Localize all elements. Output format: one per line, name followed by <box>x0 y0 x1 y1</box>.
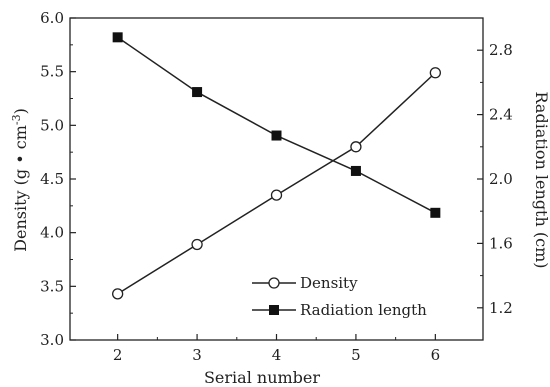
y-left-tick-label: 4.0 <box>40 224 64 242</box>
legend: Density Radiation length <box>252 274 427 319</box>
x-tick-label: 2 <box>113 346 123 364</box>
radiation-length-point <box>192 87 203 98</box>
axes: 2 3 4 5 6 3.0 3.5 4.0 4.5 5.0 5.5 6.0 1.2 1.6 2.0 2.4 2.… <box>40 9 513 364</box>
y-axis-left-title-sup: -3 <box>10 114 23 125</box>
y-left-tick-label: 3.0 <box>40 331 64 349</box>
x-tick-label: 3 <box>192 346 202 364</box>
y-axis-left-title-prefix: Density (g • cm <box>11 125 30 252</box>
y-right-tick-label: 2.0 <box>489 170 513 188</box>
radiation-length-point <box>350 165 361 176</box>
y-axis-left-title-suffix: ) <box>11 108 30 114</box>
y-right-tick-label: 1.2 <box>489 299 513 317</box>
y-left-tick-label: 3.5 <box>40 277 64 295</box>
legend-label: Density <box>300 274 358 292</box>
series-line-1 <box>117 36 436 214</box>
radiation-length-point <box>112 32 123 43</box>
density-point <box>429 67 441 79</box>
x-tick-label: 4 <box>272 346 282 364</box>
radiation-length-point <box>271 130 282 141</box>
density-point <box>270 189 283 201</box>
y-right-tick-label: 2.8 <box>489 41 513 59</box>
x-axis-title: Serial number <box>204 368 320 387</box>
density-point <box>112 288 124 300</box>
y-left-tick-label: 5.0 <box>40 116 64 134</box>
y-left-tick-label: 5.5 <box>40 63 64 81</box>
plot-frame <box>69 17 484 341</box>
x-tick-label: 5 <box>351 346 361 364</box>
x-tick-label: 6 <box>431 346 441 364</box>
legend-marker-density <box>268 277 280 289</box>
y-left-tick-label: 6.0 <box>40 9 64 27</box>
legend-marker-radiation-length <box>269 305 279 315</box>
radiation-length-point <box>430 207 441 218</box>
series-line-0 <box>117 72 436 295</box>
y-right-tick-label: 1.6 <box>489 234 513 252</box>
density-point <box>191 238 203 251</box>
series-layer <box>112 32 441 300</box>
y-left-tick-label: 4.5 <box>40 170 64 188</box>
legend-label: Radiation length <box>300 301 427 319</box>
y-axis-left-title: Density (g • cm-3) <box>10 108 30 252</box>
density-point <box>350 141 362 153</box>
y-right-tick-label: 2.4 <box>489 106 513 124</box>
y-axis-right-title: Radiation length (cm) <box>532 92 550 269</box>
